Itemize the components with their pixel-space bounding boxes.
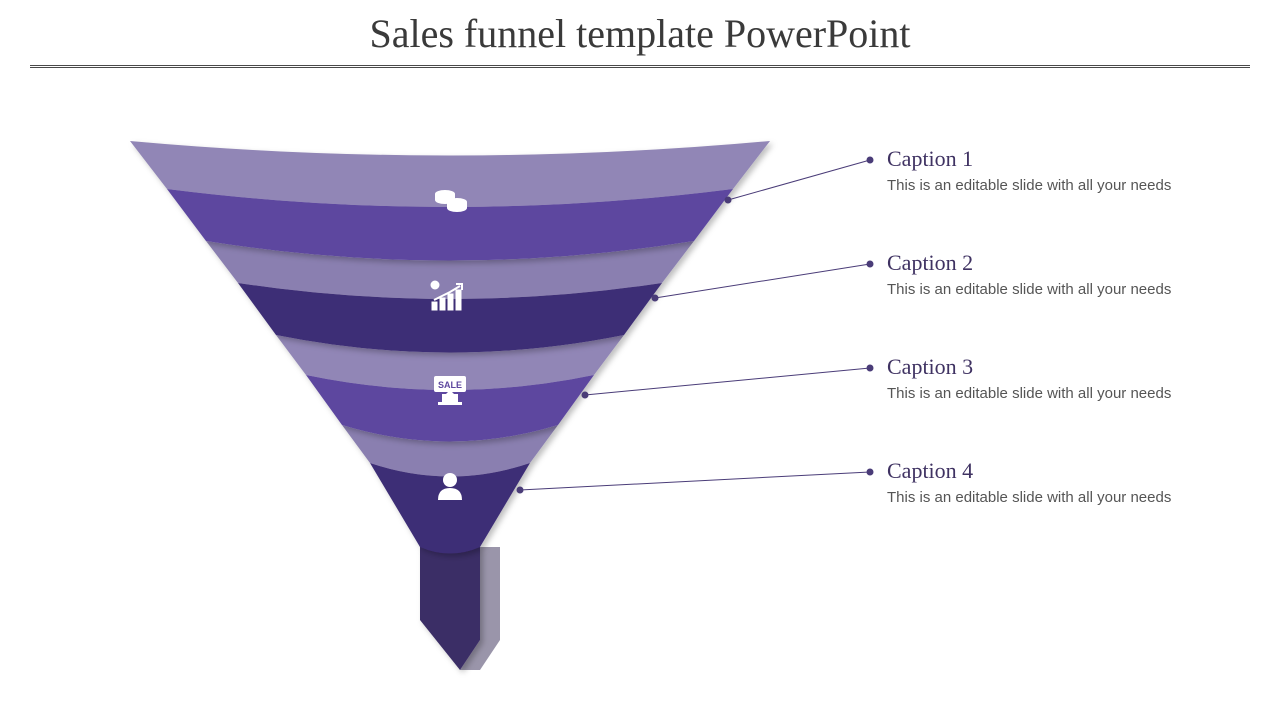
svg-text:SALE: SALE bbox=[438, 380, 462, 390]
caption-block-3: Caption 3 This is an editable slide with… bbox=[887, 354, 1187, 404]
caption-desc: This is an editable slide with all your … bbox=[887, 384, 1187, 404]
caption-desc: This is an editable slide with all your … bbox=[887, 488, 1187, 508]
funnel-stem bbox=[420, 547, 480, 670]
leader-2 bbox=[652, 261, 873, 301]
leader-3 bbox=[582, 365, 873, 398]
leader-4 bbox=[517, 469, 873, 493]
caption-block-1: Caption 1 This is an editable slide with… bbox=[887, 146, 1187, 196]
caption-desc: This is an editable slide with all your … bbox=[887, 280, 1187, 300]
caption-title: Caption 2 bbox=[887, 250, 1187, 276]
caption-desc: This is an editable slide with all your … bbox=[887, 176, 1187, 196]
caption-block-2: Caption 2 This is an editable slide with… bbox=[887, 250, 1187, 300]
caption-title: Caption 4 bbox=[887, 458, 1187, 484]
caption-title: Caption 1 bbox=[887, 146, 1187, 172]
caption-title: Caption 3 bbox=[887, 354, 1187, 380]
caption-block-4: Caption 4 This is an editable slide with… bbox=[887, 458, 1187, 508]
